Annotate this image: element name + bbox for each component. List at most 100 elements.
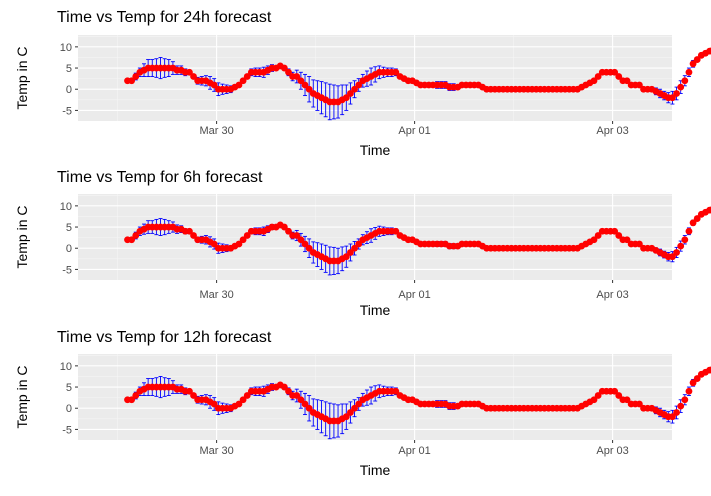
y-tick-label: 10 [60,201,72,213]
y-axis-title: Temp in C [14,46,30,109]
data-point [347,90,354,97]
data-point [293,73,301,80]
data-point [594,73,602,80]
data-point [355,81,363,89]
data-point [243,232,251,239]
chart-panel-3: -5 0 5 10 Mar 30 Apr 01 Apr 03 Time vs Temp for… [14,329,711,478]
y-tick-label: -5 [62,105,72,117]
chart-title: Time vs Temp for 24h forecast [57,9,272,26]
data-point [685,227,693,235]
x-tick-label: Apr 03 [596,125,628,137]
y-tick-label: 0 [66,84,72,96]
data-point [243,73,251,80]
data-point [280,223,288,231]
data-point [351,244,358,252]
data-point [347,249,354,256]
x-tick-label: Apr 01 [398,445,430,457]
data-point [636,400,643,408]
data-point [590,236,598,244]
data-point [239,77,247,85]
data-point [347,409,354,416]
data-point [355,240,363,248]
data-point [681,236,689,244]
y-axis-title: Temp in C [14,365,30,428]
data-point [615,73,623,80]
data-point [669,94,676,102]
data-point [351,404,358,412]
data-point [689,60,697,68]
data-point [681,77,689,85]
data-point [297,77,305,85]
data-point [706,366,711,374]
data-point [190,232,197,239]
data-point [623,77,631,85]
data-series [124,205,711,276]
data-point [305,244,313,252]
data-point [239,236,247,244]
data-point [186,68,193,76]
data-point [186,227,193,235]
chart-panel-2: -5 0 5 10 Mar 30 Apr 01 Apr 03 Time vs Temp for… [14,169,711,318]
data-point [132,73,140,80]
data-point [210,400,218,408]
y-tick-label: 10 [60,361,72,373]
data-point [186,387,193,395]
x-tick-label: Apr 03 [596,445,628,457]
data-point [623,396,631,404]
data-point [235,81,243,89]
x-tick-label: Mar 30 [199,289,233,301]
y-tick-label: 5 [66,222,72,234]
data-point [693,215,701,222]
data-point [301,240,309,248]
data-point [351,85,358,93]
y-tick-label: -5 [62,424,72,436]
data-point [706,47,711,55]
data-point [235,240,243,248]
x-tick-label: Mar 30 [199,445,233,457]
data-point [392,227,400,235]
data-point [685,68,693,76]
data-point [669,413,676,421]
data-series [124,46,711,121]
data-point [285,68,292,76]
data-point [590,396,598,404]
data-point [301,400,309,408]
chart-panel-1: -5 0 5 10 Mar 30 Apr 01 Apr 03 Time vs Temp for… [14,9,711,158]
data-point [280,64,288,72]
chart-title: Time vs Temp for 12h forecast [57,329,272,346]
data-point [342,253,350,261]
data-point [243,392,251,399]
x-tick-label: Apr 01 [398,289,430,301]
data-point [706,206,711,214]
chart-title: Time vs Temp for 6h forecast [57,169,263,186]
data-series [124,365,711,440]
data-point [689,379,697,387]
data-point [685,387,693,395]
data-point [673,249,680,256]
data-point [293,392,301,399]
y-tick-label: 0 [66,403,72,415]
data-point [677,83,685,91]
data-point [132,232,140,239]
data-point [673,409,680,416]
data-point [305,85,313,93]
data-point [677,242,685,250]
data-point [669,253,676,261]
data-point [210,240,218,248]
x-axis-title: Time [360,462,391,478]
y-tick-label: 5 [66,63,72,75]
x-tick-label: Apr 01 [398,125,430,137]
data-point [615,232,623,239]
data-point [293,232,301,239]
data-point [590,77,598,85]
data-point [594,232,602,239]
y-axis-title: Temp in C [14,205,30,268]
x-axis-title: Time [360,302,391,318]
data-point [285,227,292,235]
data-point [392,68,400,76]
x-axis-title: Time [360,142,391,158]
data-point [239,396,247,404]
data-point [623,236,631,244]
data-point [128,77,136,85]
